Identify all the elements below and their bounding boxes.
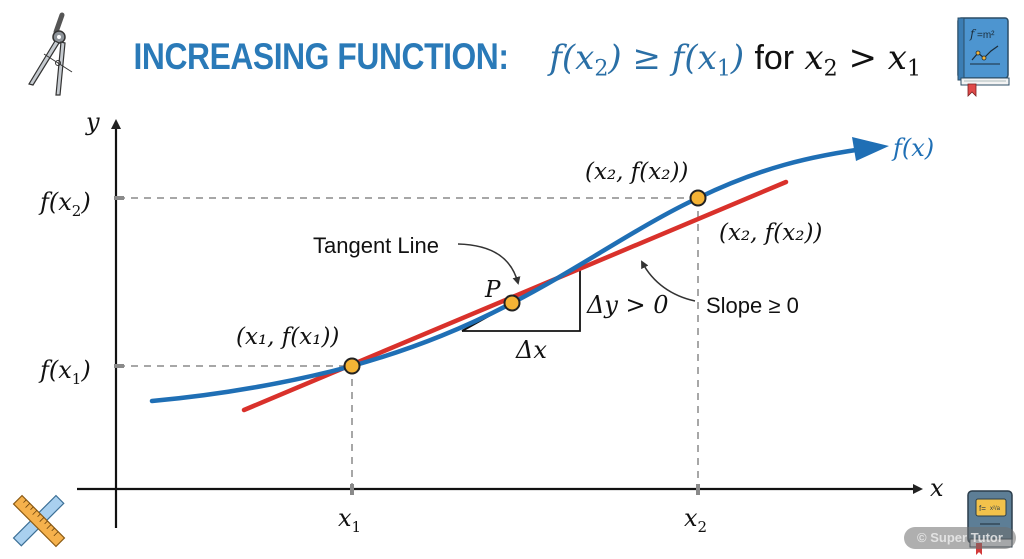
svg-text:x²/a: x²/a [990,506,1001,512]
curve-label: f(x) [891,134,934,162]
point-p [503,294,521,312]
y-tick-fx2: f(x2) [38,188,91,220]
curve-arrowhead [852,137,889,161]
label-point-p: P [484,277,501,303]
y-tick-fx1: f(x1) [38,356,91,388]
watermark: © Super Tutor [904,527,1016,549]
x-tick-x2: x2 [684,504,707,536]
function-curve [149,145,873,404]
tick-marks [114,196,700,495]
label-point-x2-top: (x₂, f(x₂)) [585,159,688,185]
label-point-x1: (x₁, f(x₁)) [236,324,339,350]
title-condition: f(x2) ≥ f(x1) [549,38,745,82]
x-axis-label: x [930,474,944,502]
title-for: for [754,39,795,77]
slope-label: Slope ≥ 0 [706,293,799,318]
point-x2 [689,189,707,207]
tangent-line-label: Tangent Line [313,233,439,258]
tangent-pointer-arrow [457,243,521,285]
guide-lines [118,197,699,486]
delta-x-label: Δx [515,336,547,364]
svg-text:f: f [969,27,977,41]
slope-pointer-arrow [641,260,696,302]
compass-icon [28,12,73,96]
math-book-icon: f =m² [957,17,1010,97]
point-x1 [343,357,361,375]
y-axis-label: y [85,108,100,136]
title-main: INCREASING FUNCTION: [133,36,509,77]
label-point-x2-right: (x₂, f(x₂)) [719,220,822,246]
title-range: x2 > x1 [804,38,921,82]
svg-text:=m²: =m² [977,30,995,41]
svg-text:f=: f= [979,504,986,513]
x-tick-x1: x1 [338,504,361,536]
crossed-rulers-icon [12,494,66,548]
page-title: INCREASING FUNCTION: f(x2) ≥ f(x1) for x… [0,32,1024,94]
delta-y-label: Δy > 0 [586,291,669,319]
slope-triangle [462,268,581,332]
